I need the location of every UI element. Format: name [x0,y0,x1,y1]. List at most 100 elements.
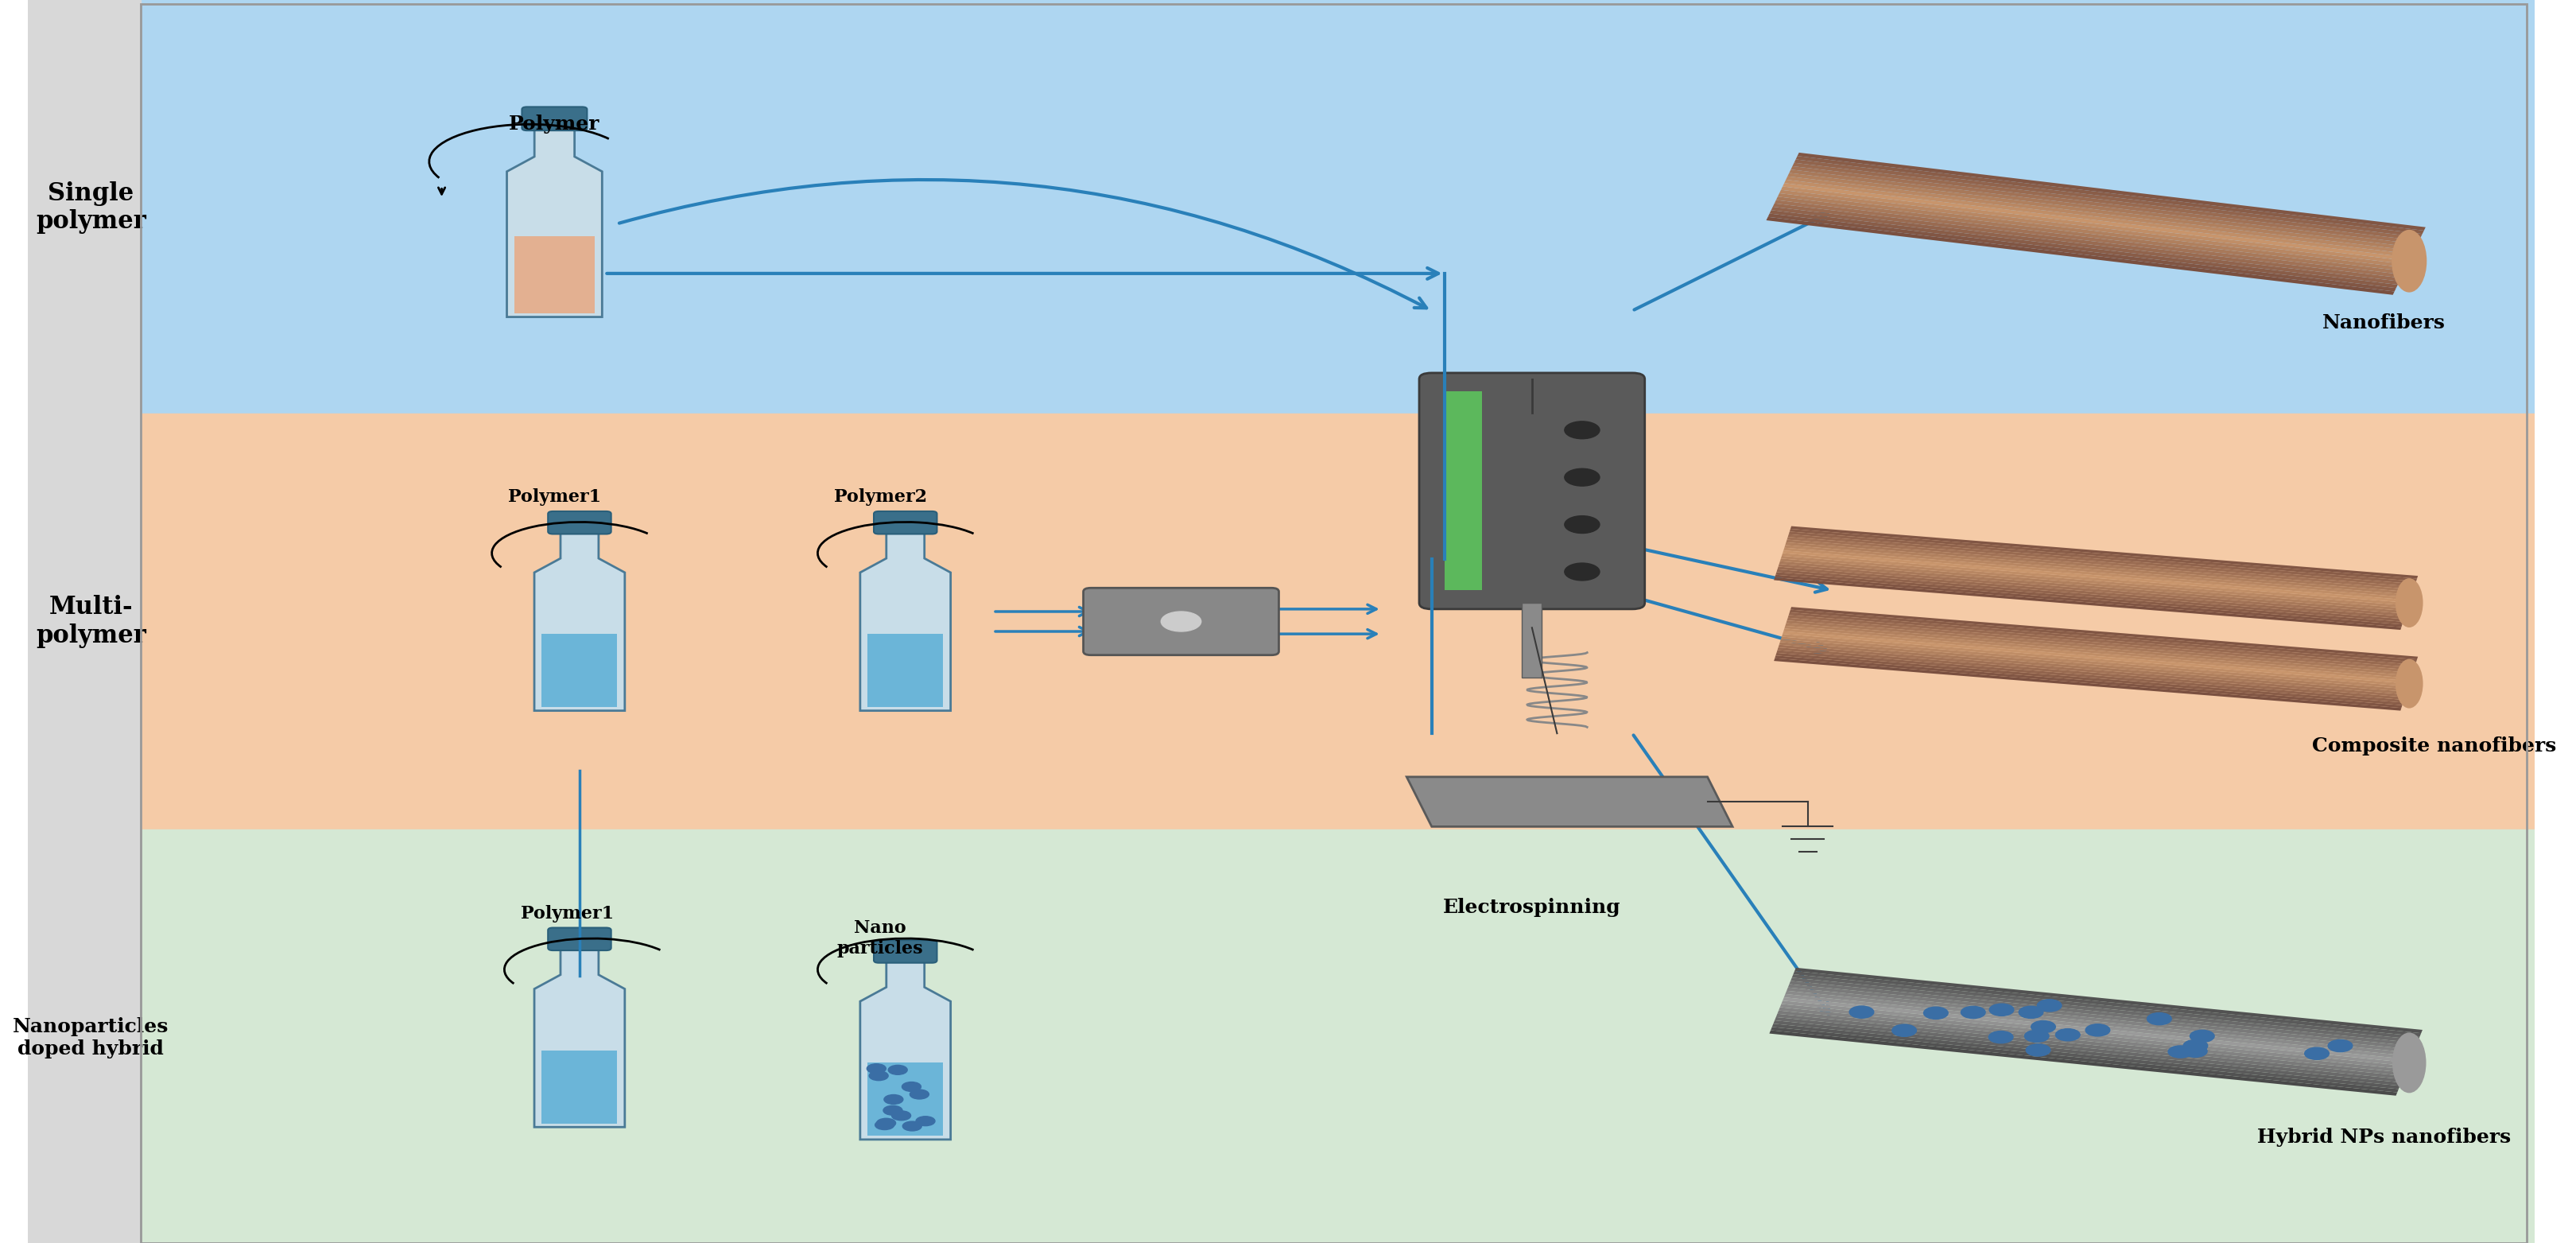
Bar [1443,392,1481,590]
Circle shape [2030,1021,2056,1033]
Circle shape [1564,469,1600,486]
Polygon shape [1783,629,2411,681]
Polygon shape [1795,155,2424,234]
Circle shape [2146,1013,2172,1025]
Polygon shape [1790,607,2416,659]
Polygon shape [1788,615,2414,667]
Polygon shape [1775,1014,2403,1079]
Polygon shape [1798,153,2424,230]
Text: Multi-
polymer: Multi- polymer [36,595,147,648]
Polygon shape [1780,553,2409,605]
Circle shape [2025,1044,2050,1057]
Circle shape [2038,999,2061,1012]
Text: Single
polymer: Single polymer [36,181,147,234]
Circle shape [909,1090,927,1099]
Polygon shape [1777,564,2406,617]
Polygon shape [1780,190,2406,267]
Polygon shape [1788,532,2416,584]
Circle shape [2190,1030,2213,1042]
Polygon shape [1777,648,2403,700]
Polygon shape [1785,623,2411,675]
Circle shape [889,1065,907,1075]
Polygon shape [1777,562,2406,614]
Polygon shape [1783,997,2409,1063]
Polygon shape [1793,968,2421,1033]
Polygon shape [1780,1004,2406,1069]
Circle shape [1850,1006,1873,1018]
Polygon shape [1785,991,2414,1057]
Polygon shape [1788,534,2414,587]
Polygon shape [1775,653,2403,705]
Polygon shape [1772,1024,2398,1089]
FancyBboxPatch shape [1419,373,1643,609]
Circle shape [2326,1039,2352,1052]
Polygon shape [1785,618,2414,670]
Polygon shape [1790,609,2416,663]
Bar [142,0,2535,414]
Polygon shape [1793,163,2419,241]
Polygon shape [1788,169,2416,247]
Polygon shape [1406,777,1731,827]
FancyBboxPatch shape [549,927,611,951]
Polygon shape [1775,1017,2401,1083]
Text: Composite nanofibers: Composite nanofibers [2311,736,2555,756]
Polygon shape [1775,574,2401,628]
Polygon shape [1780,186,2409,265]
Polygon shape [1783,548,2411,600]
Polygon shape [1770,210,2398,288]
Polygon shape [541,1050,618,1124]
Polygon shape [868,1063,943,1136]
Polygon shape [860,526,951,711]
Text: Polymer2: Polymer2 [835,488,927,506]
Circle shape [2303,1048,2329,1059]
Text: Electrospinning: Electrospinning [1443,897,1620,917]
Polygon shape [1793,159,2421,237]
Ellipse shape [2396,659,2421,709]
Polygon shape [1775,196,2403,275]
Circle shape [891,1111,909,1120]
FancyBboxPatch shape [1082,588,1278,655]
Polygon shape [1765,218,2393,295]
Polygon shape [1783,994,2411,1059]
Polygon shape [1785,987,2414,1053]
Polygon shape [507,122,603,317]
Circle shape [2166,1045,2192,1058]
Ellipse shape [2396,578,2421,628]
Polygon shape [1790,977,2419,1043]
Polygon shape [1775,572,2403,624]
Polygon shape [1780,558,2406,612]
Circle shape [1564,563,1600,580]
Polygon shape [541,634,618,707]
Polygon shape [1783,631,2409,684]
Polygon shape [1772,659,2401,711]
Circle shape [876,1119,896,1127]
Polygon shape [1775,569,2403,622]
Ellipse shape [2391,1033,2427,1093]
Polygon shape [1785,539,2414,592]
Circle shape [902,1081,920,1091]
Polygon shape [1767,214,2396,292]
Polygon shape [868,634,943,707]
Circle shape [902,1121,922,1131]
Polygon shape [533,526,623,711]
Polygon shape [1793,971,2421,1037]
Polygon shape [1783,544,2411,598]
Polygon shape [1790,526,2416,578]
Polygon shape [515,236,595,313]
Circle shape [884,1095,902,1104]
Polygon shape [1788,981,2416,1047]
Circle shape [1989,1004,2014,1016]
Circle shape [2056,1029,2079,1040]
Circle shape [1162,612,1200,631]
Bar [1522,603,1540,677]
Circle shape [884,1106,902,1115]
Circle shape [914,1116,935,1126]
Polygon shape [1785,177,2414,255]
Polygon shape [1790,528,2416,582]
Polygon shape [1790,167,2419,244]
Polygon shape [1788,984,2416,1049]
Polygon shape [1775,650,2403,702]
Polygon shape [1772,578,2401,630]
Text: Polymer1: Polymer1 [507,488,600,506]
Circle shape [2017,1006,2043,1018]
